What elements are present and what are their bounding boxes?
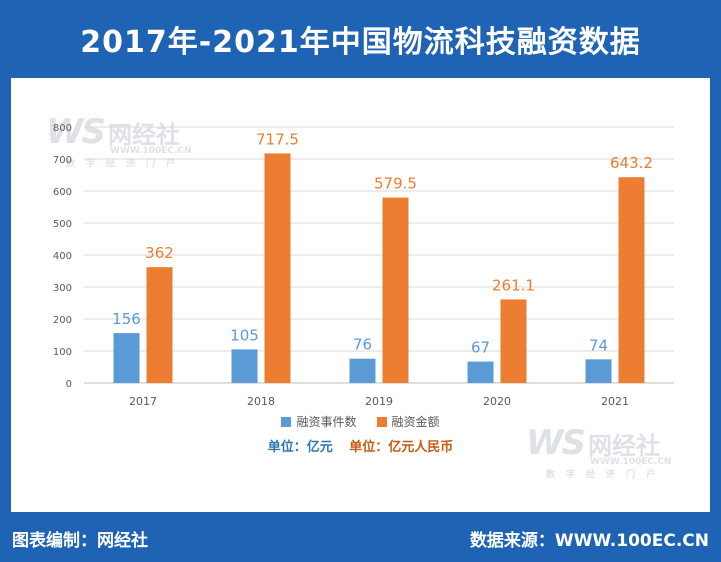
x-tick-label: 2020 [483,395,511,408]
watermark-url: WWW.100EC.CN [110,146,192,156]
x-tick-label: 2019 [365,395,393,408]
units-note: 单位：亿元 单位：亿元人民币 [11,436,710,455]
data-label: 76 [353,336,372,354]
watermark-name: 网经社 [588,432,660,460]
y-tick-label: 500 [53,219,72,230]
watermark-sub: 数字经济门户 [66,159,187,169]
watermark-logo: WS [526,423,586,463]
data-label: 643.2 [610,154,653,172]
watermark-bottom: WS 网经社 WWW.100EC.CN 数字经济门户 [526,423,672,480]
data-label: 105 [230,326,259,344]
unit-right: 单位：亿元人民币 [349,440,454,455]
bar-series1 [585,359,612,383]
footer-source: 数据来源：WWW.100EC.CN [469,531,709,551]
x-tick-label: 2018 [247,395,275,408]
y-tick-label: 300 [53,283,72,294]
watermark-name: 网经社 [108,121,180,149]
unit-left: 单位：亿元 [267,440,333,455]
data-label: 717.5 [256,130,299,148]
x-tick-label: 2021 [601,395,629,408]
bar-series1 [113,333,140,383]
legend-item-series2: 融资金额 [376,413,440,430]
title-banner: 2017年-2021年中国物流科技融资数据 [0,0,721,78]
data-label: 579.5 [374,175,417,193]
legend-swatch-series1 [281,416,292,427]
legend-label-series1: 融资事件数 [296,415,357,429]
legend-label-series2: 融资金额 [391,415,440,429]
y-tick-label: 100 [53,347,72,358]
data-label: 362 [145,244,174,262]
page-title: 2017年-2021年中国物流科技融资数据 [80,25,641,60]
bar-series1 [349,358,376,383]
footer-bar: 图表编制：网经社 数据来源：WWW.100EC.CN [0,512,721,562]
watermark-url: WWW.100EC.CN [590,457,672,467]
legend-item-series1: 融资事件数 [281,413,357,430]
data-label: 261.1 [492,276,535,294]
y-tick-label: 600 [53,187,72,198]
bar-series1 [467,361,494,383]
data-label: 74 [589,336,608,354]
bar-series2 [618,177,645,383]
y-tick-label: 700 [53,155,72,166]
watermark-top: WS 网经社 WWW.100EC.CN 数字经济门户 [46,112,192,169]
legend: 融资事件数 融资金额 [11,413,710,430]
watermark-logo: WS [46,112,106,152]
footer-credit: 图表编制：网经社 [12,531,148,551]
y-tick-label: 400 [53,251,72,262]
legend-swatch-series2 [376,416,387,427]
x-tick-label: 2017 [129,395,157,408]
data-label: 156 [112,310,141,328]
bar-series2 [382,197,409,383]
y-tick-label: 0 [66,379,72,390]
data-label: 67 [471,339,490,357]
watermark-sub: 数字经济门户 [546,470,667,480]
bar-series2 [500,299,527,383]
bar-series2 [146,267,173,383]
y-tick-label: 200 [53,315,72,326]
y-tick-label: 800 [53,123,72,134]
chart-panel: WS 网经社 WWW.100EC.CN 数字经济门户 WS 网经社 WWW.100E… [11,78,710,512]
bar-chart: 0 100 200 300 400 500 600 700 800 156 362 2017 105 71… [53,123,674,408]
bar-series2 [264,153,291,383]
bar-series1 [231,349,258,383]
